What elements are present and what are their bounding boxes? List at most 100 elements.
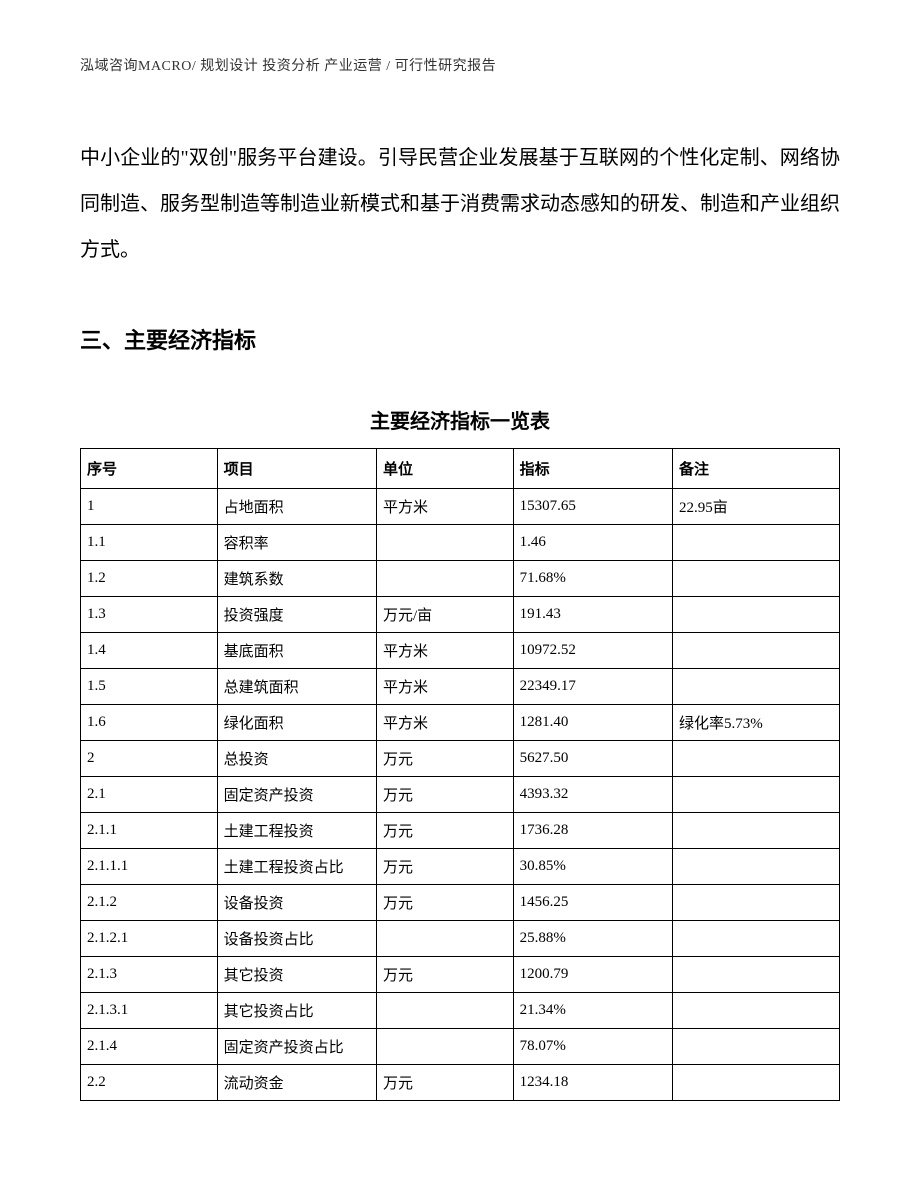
table-cell: 土建工程投资 <box>217 813 376 849</box>
table-cell: 其它投资占比 <box>217 993 376 1029</box>
page-header: 泓域咨询MACRO/ 规划设计 投资分析 产业运营 / 可行性研究报告 <box>80 55 840 75</box>
table-cell: 基底面积 <box>217 633 376 669</box>
table-cell <box>672 633 839 669</box>
table-cell: 1281.40 <box>513 705 672 741</box>
table-cell <box>672 561 839 597</box>
table-cell: 万元 <box>376 957 513 993</box>
table-cell: 1.5 <box>81 669 218 705</box>
table-cell <box>376 921 513 957</box>
table-cell: 2.1.4 <box>81 1029 218 1065</box>
table-row: 2.1.2.1设备投资占比25.88% <box>81 921 840 957</box>
table-cell: 绿化率5.73% <box>672 705 839 741</box>
table-cell: 25.88% <box>513 921 672 957</box>
table-cell: 固定资产投资占比 <box>217 1029 376 1065</box>
table-cell <box>376 561 513 597</box>
table-cell: 流动资金 <box>217 1065 376 1101</box>
table-cell: 万元 <box>376 741 513 777</box>
table-title: 主要经济指标一览表 <box>80 405 840 434</box>
table-cell <box>672 849 839 885</box>
table-cell <box>672 525 839 561</box>
table-cell: 2.1 <box>81 777 218 813</box>
table-cell <box>672 921 839 957</box>
table-row: 2总投资万元5627.50 <box>81 741 840 777</box>
table-cell: 设备投资 <box>217 885 376 921</box>
table-cell: 万元 <box>376 813 513 849</box>
table-cell: 2.2 <box>81 1065 218 1101</box>
table-header-cell: 备注 <box>672 449 839 489</box>
table-row: 2.1.1.1土建工程投资占比万元30.85% <box>81 849 840 885</box>
table-header-cell: 指标 <box>513 449 672 489</box>
table-cell <box>672 1065 839 1101</box>
table-row: 2.1.2设备投资万元1456.25 <box>81 885 840 921</box>
table-cell: 设备投资占比 <box>217 921 376 957</box>
table-header-row: 序号 项目 单位 指标 备注 <box>81 449 840 489</box>
table-row: 1.4基底面积平方米10972.52 <box>81 633 840 669</box>
table-header-cell: 项目 <box>217 449 376 489</box>
table-cell: 绿化面积 <box>217 705 376 741</box>
table-cell: 2.1.1 <box>81 813 218 849</box>
table-row: 1.5总建筑面积平方米22349.17 <box>81 669 840 705</box>
table-cell: 5627.50 <box>513 741 672 777</box>
table-row: 1.3投资强度万元/亩191.43 <box>81 597 840 633</box>
table-cell: 1.4 <box>81 633 218 669</box>
table-cell <box>672 597 839 633</box>
table-cell: 万元 <box>376 849 513 885</box>
table-cell <box>672 669 839 705</box>
table-row: 2.1.1土建工程投资万元1736.28 <box>81 813 840 849</box>
table-cell: 万元/亩 <box>376 597 513 633</box>
table-cell: 1.6 <box>81 705 218 741</box>
table-cell: 1.1 <box>81 525 218 561</box>
table-cell: 21.34% <box>513 993 672 1029</box>
body-paragraph: 中小企业的"双创"服务平台建设。引导民营企业发展基于互联网的个性化定制、网络协同… <box>80 135 840 273</box>
table-cell <box>672 957 839 993</box>
table-cell <box>672 741 839 777</box>
table-row: 1.6绿化面积平方米1281.40绿化率5.73% <box>81 705 840 741</box>
table-cell: 总建筑面积 <box>217 669 376 705</box>
table-cell: 总投资 <box>217 741 376 777</box>
table-row: 2.2流动资金万元1234.18 <box>81 1065 840 1101</box>
table-cell: 2.1.1.1 <box>81 849 218 885</box>
table-cell: 万元 <box>376 777 513 813</box>
table-cell: 固定资产投资 <box>217 777 376 813</box>
table-row: 2.1.4固定资产投资占比 78.07% <box>81 1029 840 1065</box>
table-cell: 容积率 <box>217 525 376 561</box>
table-cell: 15307.65 <box>513 489 672 525</box>
table-cell: 71.68% <box>513 561 672 597</box>
table-cell <box>672 813 839 849</box>
section-title: 三、主要经济指标 <box>80 323 840 355</box>
table-cell: 万元 <box>376 885 513 921</box>
table-cell: 1200.79 <box>513 957 672 993</box>
table-cell <box>672 1029 839 1065</box>
economic-indicators-table: 序号 项目 单位 指标 备注 1占地面积平方米15307.6522.95亩1.1… <box>80 448 840 1101</box>
table-cell <box>376 1029 513 1065</box>
table-cell: 投资强度 <box>217 597 376 633</box>
table-header-cell: 序号 <box>81 449 218 489</box>
table-cell: 2.1.2 <box>81 885 218 921</box>
table-cell: 2.1.3 <box>81 957 218 993</box>
table-row: 2.1.3其它投资万元1200.79 <box>81 957 840 993</box>
table-cell: 平方米 <box>376 669 513 705</box>
table-cell: 4393.32 <box>513 777 672 813</box>
table-cell: 1.2 <box>81 561 218 597</box>
table-row: 1.2建筑系数71.68% <box>81 561 840 597</box>
table-cell: 1456.25 <box>513 885 672 921</box>
table-row: 2.1固定资产投资万元4393.32 <box>81 777 840 813</box>
table-cell: 平方米 <box>376 705 513 741</box>
table-cell: 22349.17 <box>513 669 672 705</box>
table-cell: 10972.52 <box>513 633 672 669</box>
table-row: 1.1容积率 1.46 <box>81 525 840 561</box>
table-cell <box>376 993 513 1029</box>
table-cell <box>672 993 839 1029</box>
table-cell: 1234.18 <box>513 1065 672 1101</box>
table-cell: 78.07% <box>513 1029 672 1065</box>
table-cell: 2.1.3.1 <box>81 993 218 1029</box>
table-cell: 1736.28 <box>513 813 672 849</box>
table-cell: 1 <box>81 489 218 525</box>
table-cell <box>672 885 839 921</box>
table-cell: 1.46 <box>513 525 672 561</box>
table-cell: 平方米 <box>376 489 513 525</box>
table-row: 2.1.3.1其它投资占比 21.34% <box>81 993 840 1029</box>
table-cell <box>376 525 513 561</box>
table-cell <box>672 777 839 813</box>
table-cell: 1.3 <box>81 597 218 633</box>
